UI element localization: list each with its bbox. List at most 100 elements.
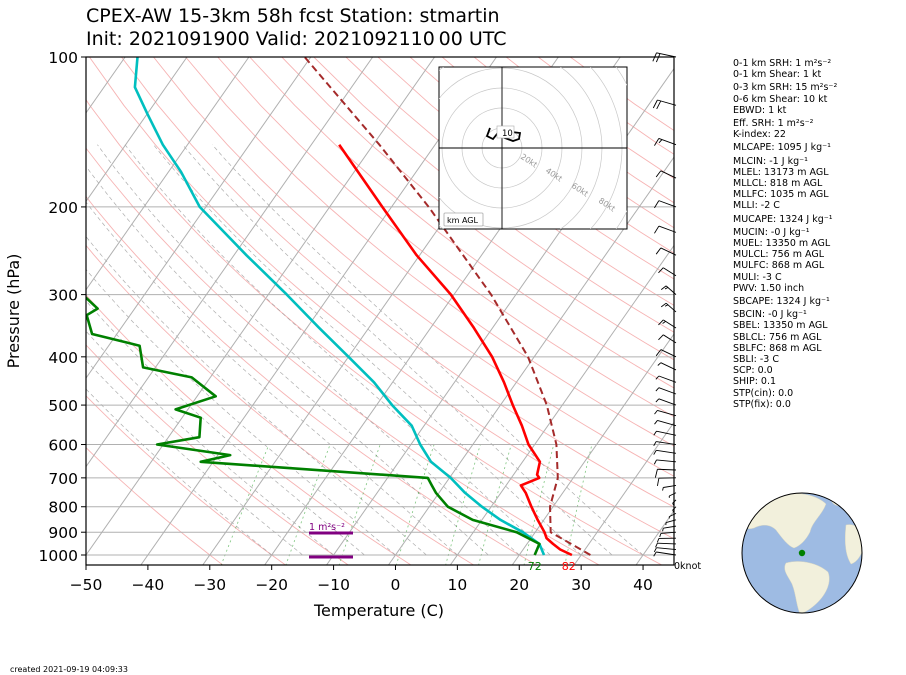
temperature-profile (338, 143, 573, 557)
moist-adiabat (124, 144, 551, 556)
location-globe (741, 492, 863, 614)
sounding-index: STP(fix): 0.0 (733, 398, 791, 410)
dry-adiabat (86, 344, 350, 565)
wind-barb (655, 349, 677, 358)
wind-barb (652, 99, 677, 110)
hodograph-center-label: 10 (502, 129, 513, 139)
hodograph-legend-box (443, 212, 484, 227)
globe-outline (741, 492, 863, 614)
wind-barb (668, 492, 677, 498)
wind-barb (665, 519, 677, 526)
sounding-index: 0-6 km Shear: 10 kt (733, 93, 828, 105)
wind-barb (653, 449, 677, 455)
sounding-index: SBEL: 13350 m AGL (733, 320, 828, 332)
srh-annotation: 1 m²s⁻² (309, 522, 353, 559)
wind-barb (672, 506, 677, 513)
dry-adiabat (86, 147, 600, 565)
moist-adiabat (86, 359, 303, 556)
sounding-index: MLCAPE: 1095 J kg⁻¹ (733, 142, 831, 154)
sounding-index: EBWD: 1 kt (733, 104, 787, 116)
wind-barb (653, 430, 677, 436)
wind-barb (656, 477, 677, 487)
wind-barb (662, 485, 677, 491)
moist-adiabat (86, 330, 334, 556)
wind-barb (660, 285, 677, 295)
wind-barb (654, 137, 677, 146)
dry-adiabat (281, 57, 674, 361)
sounding-indices: 0-1 km SRH: 1 m²s⁻² 0-1 km Shear: 1 kt 0-3… (733, 56, 903, 410)
dry-adiabat (217, 57, 674, 418)
sounding-index: SCP: 0.0 (733, 365, 773, 377)
dry-adiabat (121, 57, 674, 508)
wind-barb (668, 512, 677, 519)
sounding-index: MLLFC: 1035 m AGL (733, 189, 829, 201)
x-tick-label: −30 (193, 576, 226, 594)
wind-barb (658, 319, 677, 329)
wind-barb (658, 267, 677, 277)
sounding-index: MLEL: 13173 m AGL (733, 166, 829, 178)
dry-adiabat (89, 57, 674, 540)
dry-adiabat (153, 57, 674, 477)
isotherm (449, 244, 674, 565)
dry-adiabat (377, 57, 674, 280)
wind-barb (672, 499, 677, 506)
mixing-ratio-line (220, 444, 270, 565)
x-tick-label: 20 (509, 576, 529, 594)
sounding-index: SBCAPE: 1324 J kg⁻¹ (733, 296, 830, 308)
moist-adiabat (86, 201, 458, 556)
y-tick-label: 500 (48, 397, 78, 415)
sounding-index: MULCL: 756 m AGL (733, 249, 825, 261)
wind-barb (653, 459, 677, 465)
hodograph-legend-label: km AGL (447, 216, 479, 225)
y-tick-label: 1000 (39, 547, 78, 565)
wind-barb (654, 225, 677, 234)
y-tick-label: 400 (48, 349, 78, 367)
wind-barb (655, 387, 677, 395)
y-tick-label: 900 (48, 524, 78, 542)
isotherm (86, 57, 250, 291)
sounding-index: STP(cin): 0.0 (733, 387, 794, 399)
wind-barb (655, 398, 677, 406)
wind-barb (653, 441, 677, 446)
isotherm (86, 57, 436, 556)
isotherm (86, 57, 312, 380)
sounding-index: MLLI: -2 C (733, 200, 780, 212)
dry-adiabat (345, 57, 674, 306)
surface-label: 72 (528, 560, 542, 573)
wind-barb (662, 525, 677, 532)
sounding-index: SHIP: 0.1 (733, 376, 777, 388)
sounding-index: SBLI: -3 C (733, 354, 779, 366)
sounding-index: SBCIN: -0 J kg⁻¹ (733, 309, 807, 321)
isotherm (511, 333, 674, 565)
isotherm (573, 421, 674, 565)
profile-lines (86, 57, 591, 557)
mixing-ratio-line (523, 444, 555, 565)
dry-adiabat (86, 98, 663, 565)
wind-barb (654, 200, 677, 209)
sounding-index: SBLFC: 868 m AGL (733, 342, 822, 354)
wind-barb (655, 375, 677, 383)
x-tick-label: 40 (633, 576, 653, 594)
wind-barb (655, 542, 677, 548)
y-tick-label: 600 (48, 437, 78, 455)
dry-adiabat (86, 195, 538, 565)
wind-barbs (652, 52, 677, 557)
mixing-ratio-line (338, 444, 381, 565)
isotherm (86, 57, 188, 203)
x-tick-label: −40 (132, 576, 165, 594)
isotherm (140, 57, 497, 565)
wind-barb (655, 170, 677, 179)
isotherm (86, 57, 374, 468)
globe-south-america (784, 561, 830, 613)
wind-barb (654, 468, 677, 478)
wind-barb (653, 547, 677, 553)
wind-barb (660, 302, 677, 313)
y-tick-label: 100 (48, 49, 78, 67)
dry-adiabat (313, 57, 674, 333)
sounding-index: MLCIN: -1 J kg⁻¹ (733, 155, 808, 167)
hodograph-center-box (496, 125, 515, 139)
moist-adiabat (86, 236, 427, 556)
dry-adiabat (86, 446, 224, 565)
